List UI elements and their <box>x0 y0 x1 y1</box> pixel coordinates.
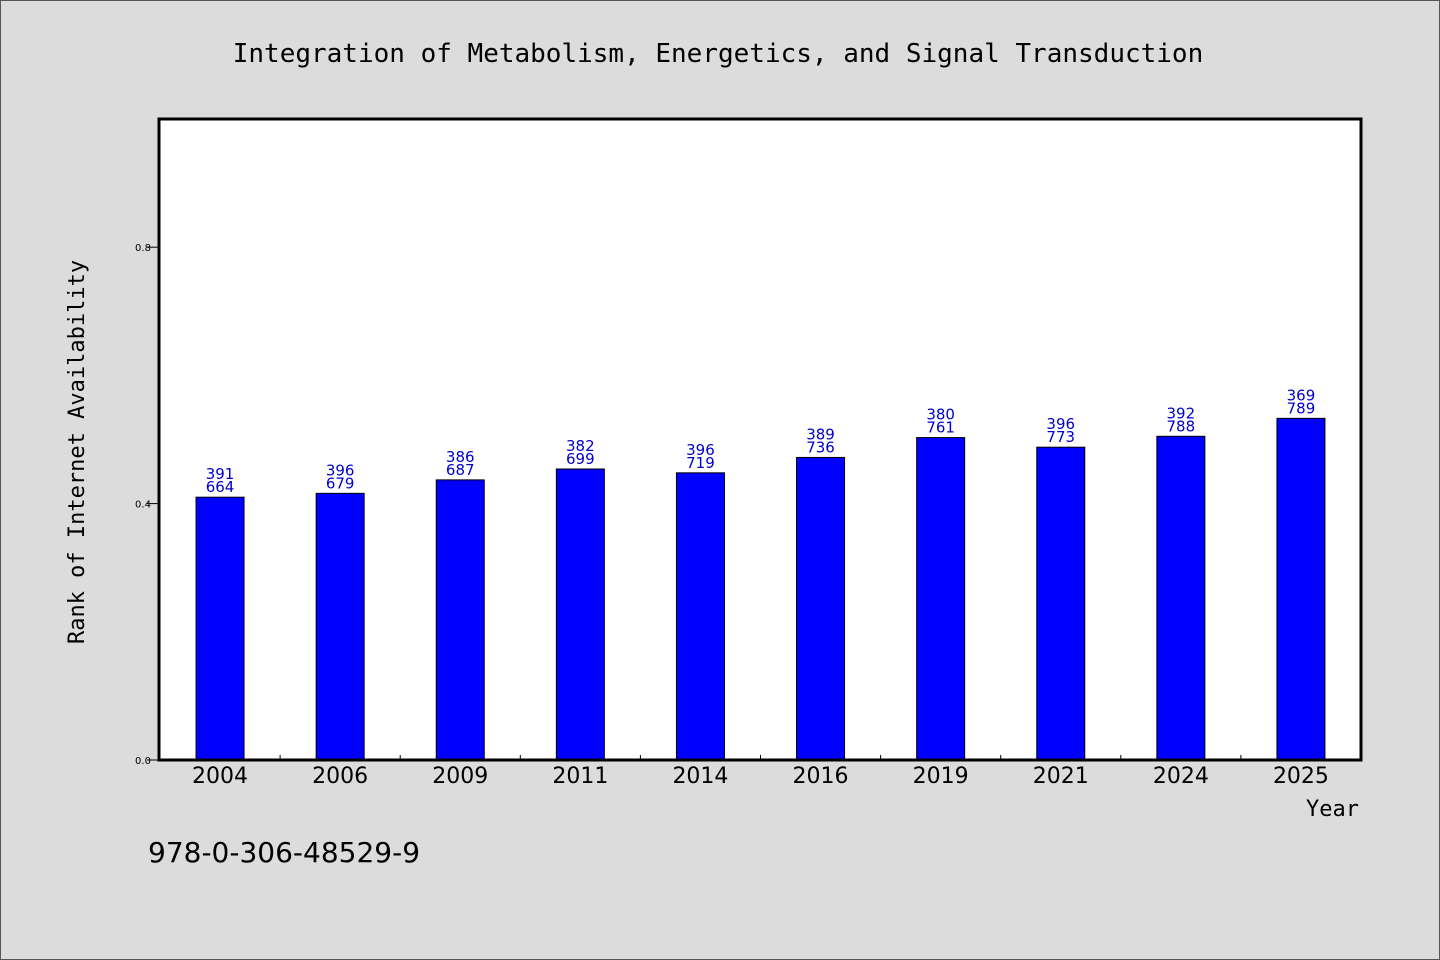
y-tick-label-0.0: 0.0 <box>135 756 151 767</box>
x-tick-label-2009: 2009 <box>432 764 488 789</box>
bar-2011 <box>555 468 605 761</box>
bar-2004 <box>195 496 245 761</box>
bar-label-2019-1: 380 <box>926 406 955 424</box>
x-tick-label-2019: 2019 <box>913 764 969 789</box>
bar-label-2014-2: 719 <box>686 454 715 472</box>
y-tick-label-0.4: 0.4 <box>135 500 151 511</box>
x-ticks-group: 2004 2006 2009 2011 2014 2016 2019 2021 2024 2025 <box>192 755 1329 789</box>
x-tick-label-2024: 2024 <box>1153 764 1209 789</box>
bar-2009 <box>435 479 485 761</box>
bar-label-2006-2: 679 <box>326 474 355 492</box>
x-tick-label-2006: 2006 <box>312 764 368 789</box>
bar-2019 <box>916 437 966 761</box>
y-tick-label-0.8: 0.8 <box>135 243 151 254</box>
bar-label-2004-1: 391 <box>206 465 235 483</box>
x-tick-label-2004: 2004 <box>192 764 248 789</box>
bar-label-2016-2: 736 <box>806 438 835 456</box>
bar-label-2014-1: 396 <box>686 441 715 459</box>
bar-2025 <box>1276 417 1326 761</box>
bar-label-2011-2: 699 <box>566 450 595 468</box>
bar-label-2025-1: 369 <box>1287 386 1316 404</box>
bar-label-2009-1: 386 <box>446 448 475 466</box>
x-tick-label-2016: 2016 <box>793 764 849 789</box>
x-tick-label-2025: 2025 <box>1273 764 1329 789</box>
bar-label-2009-2: 687 <box>446 461 475 479</box>
x-tick-label-2014: 2014 <box>672 764 728 789</box>
bar-label-2006-1: 396 <box>326 461 355 479</box>
bar-label-2011-1: 382 <box>566 437 595 455</box>
bar-2016 <box>796 456 846 761</box>
bar-label-2019-2: 761 <box>926 419 955 437</box>
bar-2021 <box>1036 446 1086 761</box>
plot-border <box>157 117 1363 762</box>
bars-group <box>195 417 1326 761</box>
bar-labels-group: 3916643966793866873826993967193897363807… <box>206 386 1316 496</box>
x-tick-label-2021: 2021 <box>1033 764 1089 789</box>
bar-2014 <box>675 472 725 761</box>
bar-2024 <box>1156 435 1206 761</box>
bar-2006 <box>315 492 365 761</box>
bar-label-2004-2: 664 <box>206 478 235 496</box>
y-axis-title: Rank of Internet Availability <box>65 260 90 644</box>
x-tick-label-2011: 2011 <box>552 764 608 789</box>
bar-label-2025-2: 789 <box>1287 399 1316 417</box>
bar-label-2024-1: 392 <box>1167 404 1196 422</box>
chart-title: Integration of Metabolism, Energetics, a… <box>233 39 1204 69</box>
bar-label-2016-1: 389 <box>806 425 835 443</box>
y-ticks-group: 0.0 0.4 0.8 <box>135 243 159 767</box>
bar-label-2021-2: 773 <box>1046 428 1075 446</box>
x-axis-title: Year <box>1306 797 1359 822</box>
bar-label-2024-2: 788 <box>1167 417 1196 435</box>
bar-label-2021-1: 396 <box>1046 415 1075 433</box>
isbn-text: 978-0-306-48529-9 <box>148 836 420 869</box>
